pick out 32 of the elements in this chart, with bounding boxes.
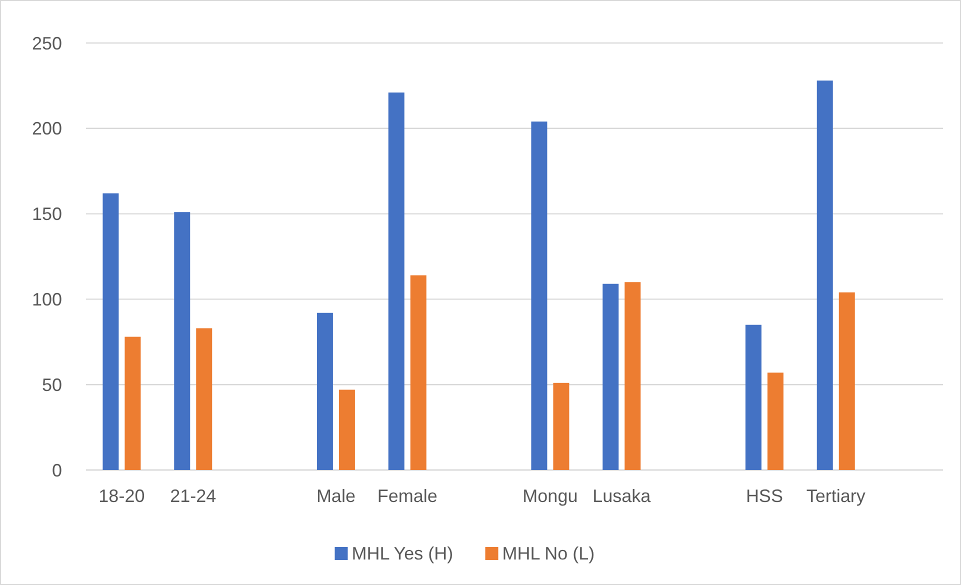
y-tick-label: 200 [32,118,62,139]
y-tick-label: 250 [32,33,62,54]
x-tick-label: Male [316,486,356,506]
x-tick-label: HSS [746,486,783,506]
bar [102,193,119,470]
bar [553,382,570,470]
x-tick-label: 21-24 [170,486,216,506]
bar [410,275,426,470]
x-tick-label: Lusaka [592,486,652,506]
y-tick-label: 100 [32,290,62,310]
legend-label: MHL No (L) [502,543,595,564]
bar [388,92,404,470]
bar [316,312,333,470]
x-tick-label: Tertiary [806,486,866,506]
bar [838,292,855,470]
bar [602,284,619,470]
bar [338,390,355,470]
y-tick-label: 150 [32,204,62,224]
bar [174,212,190,470]
bar [531,122,548,470]
legend-label: MHL Yes (H) [352,543,454,564]
bar [196,328,212,470]
bar [816,80,833,470]
x-tick-label: 18-20 [98,486,145,506]
bar [624,282,641,470]
bar [124,336,141,470]
y-tick-label: 0 [52,460,62,480]
x-tick-label: Mongu [522,486,578,506]
bar [767,372,784,470]
y-tick-label: 50 [42,374,62,395]
bar [745,324,762,470]
x-tick-label: Female [377,486,438,506]
